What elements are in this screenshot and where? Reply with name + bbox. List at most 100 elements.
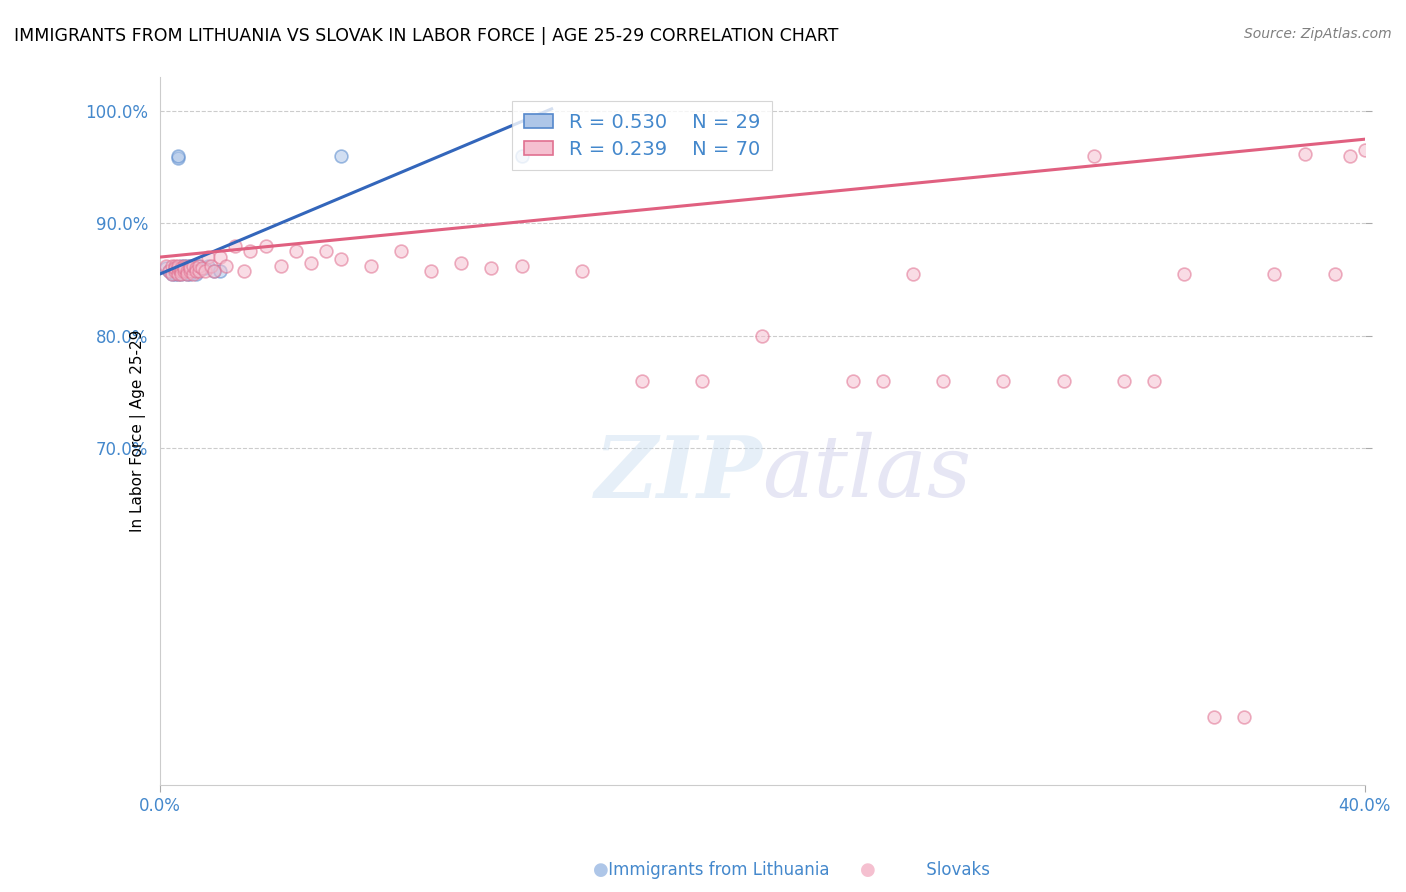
Point <box>179 259 201 273</box>
Point <box>167 149 190 163</box>
Point <box>186 261 208 276</box>
Point <box>170 259 193 273</box>
Point <box>1339 149 1361 163</box>
Point <box>165 263 187 277</box>
Point <box>993 374 1015 388</box>
Point <box>186 263 208 277</box>
Point <box>233 263 256 277</box>
Text: Source: ZipAtlas.com: Source: ZipAtlas.com <box>1244 27 1392 41</box>
Point <box>510 149 533 163</box>
Point <box>165 261 187 276</box>
Text: ZIP: ZIP <box>595 432 762 516</box>
Point <box>167 261 190 276</box>
Point <box>167 259 190 273</box>
Point <box>202 263 225 277</box>
Point <box>872 374 894 388</box>
Point <box>1173 267 1195 281</box>
Point <box>194 261 217 276</box>
Point <box>173 263 195 277</box>
Point <box>160 267 183 281</box>
Point <box>842 374 865 388</box>
Point <box>1354 144 1376 158</box>
Point <box>481 261 503 276</box>
Point <box>170 267 193 281</box>
Point <box>160 259 183 273</box>
Point <box>901 267 924 281</box>
Point <box>173 261 195 276</box>
Point <box>1083 149 1105 163</box>
Point <box>155 259 177 273</box>
Point <box>160 267 183 281</box>
Y-axis label: In Labor Force | Age 25-29: In Labor Force | Age 25-29 <box>131 330 146 533</box>
Point <box>1112 374 1135 388</box>
Text: atlas: atlas <box>762 433 972 515</box>
Text: ●: ● <box>860 861 876 879</box>
Point <box>165 261 187 276</box>
Point <box>1294 146 1316 161</box>
Point <box>173 259 195 273</box>
Point <box>215 259 238 273</box>
Point <box>170 263 193 277</box>
Point <box>1323 267 1346 281</box>
Point <box>329 252 352 267</box>
Point <box>176 263 198 277</box>
Point <box>751 328 773 343</box>
Point <box>1263 267 1285 281</box>
Point <box>209 263 232 277</box>
Point <box>155 261 177 276</box>
Point <box>1233 710 1256 724</box>
Text: IMMIGRANTS FROM LITHUANIA VS SLOVAK IN LABOR FORCE | AGE 25-29 CORRELATION CHART: IMMIGRANTS FROM LITHUANIA VS SLOVAK IN L… <box>14 27 838 45</box>
Point <box>188 259 211 273</box>
Point <box>176 267 198 281</box>
Point <box>188 263 211 277</box>
Point <box>167 151 190 165</box>
Point <box>254 239 277 253</box>
Point <box>186 261 208 276</box>
Point <box>224 239 246 253</box>
Point <box>1052 374 1074 388</box>
Point <box>420 263 443 277</box>
Point <box>165 267 187 281</box>
Point <box>197 259 219 273</box>
Point <box>181 263 204 277</box>
Point <box>202 263 225 277</box>
Point <box>167 267 190 281</box>
Point <box>179 263 201 277</box>
Point <box>200 259 222 273</box>
Point <box>510 259 533 273</box>
Point <box>299 255 322 269</box>
Point <box>1204 710 1226 724</box>
Point <box>170 263 193 277</box>
Point <box>209 250 232 264</box>
Point <box>239 244 262 259</box>
Point <box>1143 374 1166 388</box>
Point <box>179 259 201 273</box>
Point <box>181 259 204 273</box>
Point <box>932 374 955 388</box>
Point <box>360 259 382 273</box>
Point <box>191 261 214 276</box>
Point <box>170 267 193 281</box>
Point <box>194 263 217 277</box>
Text: ●: ● <box>593 861 609 879</box>
Point <box>170 261 193 276</box>
Point <box>179 267 201 281</box>
Point <box>176 267 198 281</box>
Point <box>176 259 198 273</box>
Point <box>165 259 187 273</box>
Point <box>157 263 180 277</box>
Point <box>389 244 412 259</box>
Point <box>179 261 201 276</box>
Point <box>181 267 204 281</box>
Text: Immigrants from Lithuania: Immigrants from Lithuania <box>582 861 830 879</box>
Point <box>197 250 219 264</box>
Point <box>631 374 654 388</box>
Text: Slovaks: Slovaks <box>900 861 990 879</box>
Point <box>157 263 180 277</box>
Point <box>167 267 190 281</box>
Point <box>284 244 307 259</box>
Point <box>173 259 195 273</box>
Point <box>315 244 337 259</box>
Point <box>690 374 713 388</box>
Point <box>329 149 352 163</box>
